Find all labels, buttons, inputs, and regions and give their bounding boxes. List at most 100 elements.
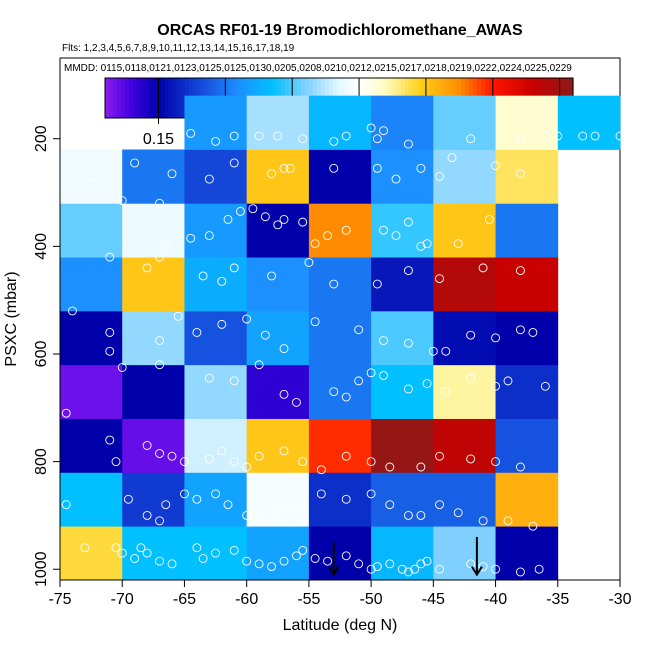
heatmap-cell — [122, 257, 185, 312]
heatmap-cell — [246, 526, 310, 581]
sample-marker — [416, 462, 426, 472]
heatmap-cell — [60, 149, 123, 204]
sample-marker — [192, 494, 202, 504]
heatmap-cell — [184, 95, 248, 150]
heatmap-cell — [495, 310, 559, 366]
colorbar-segment — [109, 78, 114, 118]
sample-marker — [204, 373, 214, 383]
sample-marker — [379, 371, 389, 380]
sample-marker — [173, 311, 183, 321]
heatmap-cell — [246, 364, 310, 419]
sample-marker — [540, 131, 550, 141]
sample-marker — [273, 131, 283, 141]
sample-marker — [217, 446, 227, 456]
heatmap-cell — [433, 418, 496, 473]
sample-marker — [503, 516, 513, 526]
sample-marker — [310, 317, 320, 327]
colorbar-segment — [173, 78, 178, 118]
colorbar-segment — [113, 78, 118, 118]
x-axis-label: Latitude (deg N) — [283, 617, 398, 634]
sample-marker — [354, 376, 364, 386]
heatmap-cell — [184, 149, 248, 204]
sample-marker — [279, 556, 289, 566]
sample-marker — [254, 451, 264, 461]
sample-marker — [385, 462, 395, 472]
x-tick-label: -35 — [546, 591, 569, 608]
sample-marker — [304, 258, 314, 267]
heatmap-cell — [308, 310, 372, 366]
sample-marker — [229, 376, 239, 386]
heatmap-cell — [308, 149, 372, 204]
heatmap-cell — [122, 310, 185, 366]
sample-marker — [453, 508, 463, 518]
sample-marker — [478, 263, 488, 273]
heatmap-cell — [308, 472, 372, 527]
colorbar-segment — [165, 78, 170, 118]
y-tick-label: 400 — [33, 233, 50, 260]
sample-marker — [298, 217, 308, 227]
sample-marker — [372, 134, 382, 144]
sample-marker — [466, 134, 476, 144]
sample-marker — [142, 263, 152, 273]
sample-marker — [260, 330, 270, 340]
heatmap-cell — [184, 472, 248, 527]
sample-marker — [204, 231, 214, 241]
sample-marker — [86, 171, 96, 181]
colorbar-segment — [141, 78, 146, 118]
sample-marker — [105, 346, 115, 356]
sample-marker — [515, 325, 525, 335]
sample-marker — [211, 136, 221, 146]
sample-marker — [403, 510, 413, 520]
sample-marker — [105, 252, 115, 262]
sample-marker — [329, 136, 339, 146]
colorbar-segment — [121, 78, 126, 118]
sample-marker — [179, 489, 189, 499]
sample-marker — [354, 325, 364, 335]
sample-marker — [291, 502, 301, 512]
heatmap-cell — [308, 526, 372, 581]
sample-marker — [422, 379, 432, 389]
heatmap-cell — [184, 526, 248, 581]
sample-marker — [211, 548, 221, 558]
sample-marker — [329, 387, 339, 397]
sample-marker — [298, 457, 308, 467]
sample-marker — [198, 554, 208, 563]
sample-marker — [217, 276, 227, 286]
sample-marker — [279, 389, 289, 399]
sample-marker — [379, 225, 389, 235]
sample-marker — [123, 494, 133, 504]
heatmap-cell — [495, 149, 559, 204]
sample-marker — [341, 131, 351, 141]
colorbar-segment — [181, 78, 186, 118]
heatmap-cell — [308, 257, 372, 312]
heatmap-cell — [246, 203, 310, 258]
arrow-markers — [327, 536, 483, 577]
heatmap-cell — [184, 257, 248, 312]
sample-marker — [341, 225, 351, 235]
heatmap-cell — [246, 257, 310, 312]
sample-marker — [310, 239, 320, 249]
heatmap-cell — [60, 472, 123, 527]
heatmap-cell — [60, 364, 123, 419]
heatmap-cell — [246, 149, 310, 204]
sample-marker — [155, 449, 165, 458]
sample-marker — [366, 123, 376, 133]
heatmap-cell — [433, 149, 496, 204]
sample-marker — [416, 559, 426, 569]
heatmap-cell — [122, 418, 185, 473]
sample-marker — [422, 239, 432, 249]
sample-marker — [273, 220, 283, 230]
sample-marker — [229, 457, 239, 467]
sample-marker — [385, 500, 395, 510]
sample-marker — [130, 158, 140, 168]
sample-marker — [466, 559, 476, 569]
sample-marker — [242, 556, 252, 566]
sample-marker — [229, 158, 239, 168]
sample-marker — [435, 500, 445, 510]
sample-marker — [61, 500, 71, 510]
sample-marker — [435, 564, 445, 574]
sample-marker — [354, 559, 364, 569]
sample-marker — [379, 126, 389, 136]
heatmap-cell — [308, 203, 372, 258]
sample-marker — [441, 387, 451, 397]
